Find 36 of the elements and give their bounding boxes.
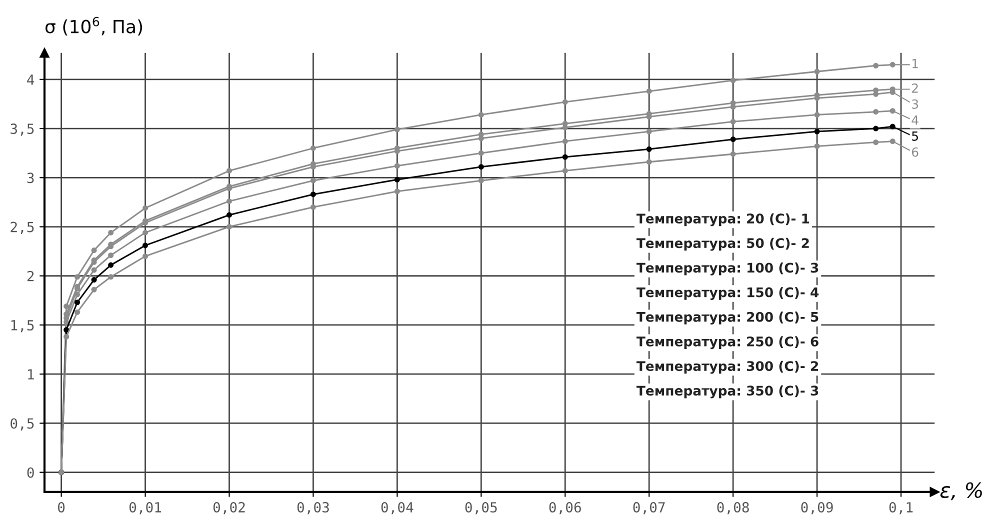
annotation: Температура: 300 (C)- 2 [636,360,818,374]
y-tick-label: 3,5 [10,124,34,136]
annotation: Температура: 50 (C)- 2 [636,238,809,251]
annotation: Температура: 100 (C)- 3 [636,262,818,276]
x-tick-label: 0,01 [129,502,162,514]
y-tick-label: 3 [27,172,34,184]
annotation: Температура: 20 (C)- 1 [636,213,810,226]
y-axis-title: σ (10$^{6}$, Па) [46,16,142,36]
y-tick-label: 1 [28,369,34,380]
annotation: Температура: 200 (C)- 5 [636,312,818,325]
x-tick-label: 0,04 [381,502,414,514]
y-tick-label: 0,5 [10,418,34,430]
legend-label: 6 [912,147,918,157]
y-tick-label: 2 [27,270,34,282]
annotation: Температура: 150 (C)- 4 [636,287,819,300]
x-tick-label: 0,02 [213,502,245,514]
x-axis-title: ε, % [940,482,982,500]
legend-label: 3 [912,99,918,109]
x-tick-label: 0 [58,502,65,513]
legend-label: 2 [912,83,918,93]
annotation: Температура: 350 (C)- 3 [636,385,818,398]
y-tick-label: 0 [27,467,34,478]
y-tick-label: 1,5 [11,320,34,332]
x-tick-label: 0,07 [633,502,665,514]
x-tick-label: 0,05 [465,502,497,514]
legend-label: 4 [912,116,918,125]
x-tick-label: 0,08 [717,502,749,514]
y-tick-label: 2,5 [10,222,34,234]
x-tick-label: 0,1 [889,502,913,514]
annotation: Температура: 250 (C)- 6 [636,336,818,350]
x-tick-label: 0,09 [801,502,833,514]
x-tick-label: 0,03 [297,502,329,514]
x-tick-label: 0,06 [549,502,581,514]
legend-label: 1 [912,59,918,68]
y-tick-label: 4 [27,74,34,85]
legend-label: 5 [912,132,918,141]
